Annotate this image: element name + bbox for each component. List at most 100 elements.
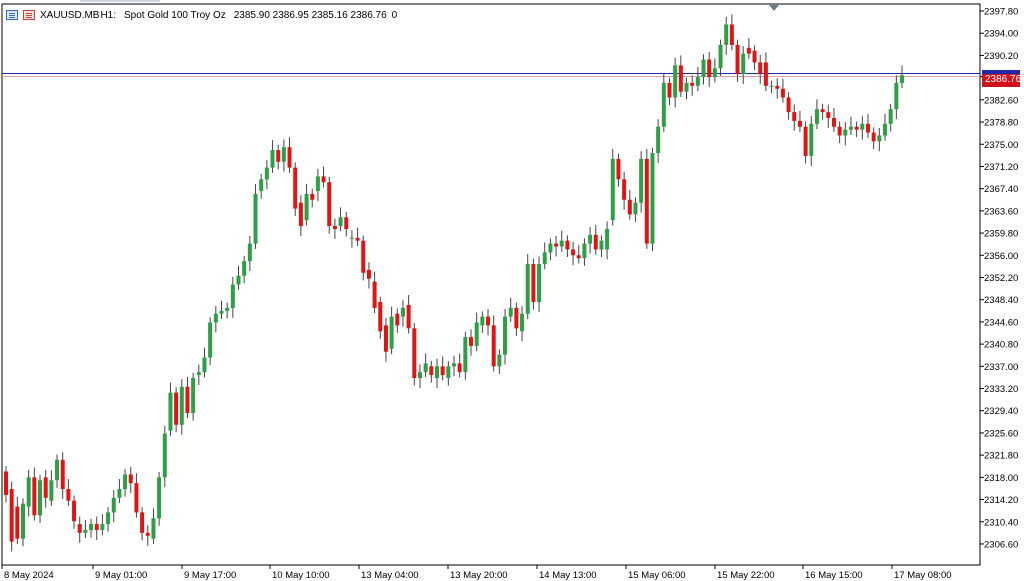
bull-candle — [497, 354, 502, 367]
bull-candle — [888, 109, 893, 124]
bull-candle — [55, 459, 60, 481]
y-tick-label: 2367.40 — [984, 184, 1018, 195]
depth-of-market-icon[interactable] — [23, 10, 35, 20]
bull-candle — [463, 337, 468, 373]
bull-candle — [225, 307, 230, 311]
bear-candle — [792, 112, 797, 121]
bull-candle — [400, 307, 405, 317]
bear-candle — [593, 234, 598, 250]
bull-candle — [695, 77, 700, 86]
y-tick-label: 2375.00 — [984, 140, 1018, 151]
bull-candle — [650, 153, 655, 244]
bull-candle — [259, 179, 264, 191]
bear-candle — [775, 85, 780, 89]
bull-candle — [83, 529, 88, 533]
chart-window-icon[interactable] — [6, 10, 18, 20]
bear-candle — [9, 489, 14, 542]
bear-candle — [128, 474, 133, 484]
bear-candle — [758, 62, 763, 75]
bull-candle — [151, 518, 156, 539]
ohlc-values: 2385.90 2386.95 2385.16 2386.76 — [233, 9, 387, 21]
bull-candle — [168, 392, 173, 431]
bear-candle — [361, 240, 366, 273]
bull-candle — [639, 158, 644, 203]
bull-candle — [877, 135, 882, 142]
y-tick-label: 2363.60 — [984, 206, 1018, 217]
bull-candle — [684, 82, 689, 92]
x-tick-label: 13 May 04:00 — [361, 570, 419, 581]
bear-candle — [644, 158, 649, 244]
bear-candle — [576, 255, 581, 259]
x-tick-label: 15 May 22:00 — [717, 570, 775, 581]
bull-candle — [247, 243, 252, 262]
bear-candle — [344, 217, 349, 229]
bear-candle — [469, 337, 474, 346]
bear-candle — [406, 304, 411, 329]
bull-candle — [712, 68, 717, 78]
bull-candle — [191, 378, 196, 414]
x-tick-label: 10 May 10:00 — [272, 570, 330, 581]
bull-candle — [253, 193, 258, 244]
bull-candle — [208, 322, 213, 358]
bull-candle — [610, 158, 615, 221]
bull-candle — [724, 24, 729, 45]
bear-candle — [15, 506, 20, 539]
bear-candle — [554, 243, 559, 247]
bull-candle — [242, 261, 247, 276]
bull-candle — [548, 243, 553, 253]
bull-candle — [537, 264, 542, 303]
y-tick-label: 2352.20 — [984, 273, 1018, 284]
y-tick-label: 2329.40 — [984, 406, 1018, 417]
bear-candle — [395, 313, 400, 326]
bull-candle — [230, 284, 235, 308]
bear-candle — [457, 363, 462, 373]
bull-candle — [656, 126, 661, 154]
bull-candle — [900, 75, 904, 83]
bear-candle — [735, 44, 740, 75]
bull-candle — [26, 477, 31, 507]
bear-candle — [94, 524, 99, 530]
bull-candle — [157, 477, 162, 519]
bull-candle — [49, 480, 54, 501]
bull-candle — [100, 524, 105, 530]
plot-frame — [1, 3, 981, 566]
bull-candle — [661, 82, 666, 127]
bear-candle — [383, 325, 388, 352]
bull-candle — [446, 366, 451, 378]
bull-candle — [582, 243, 587, 259]
bear-candle — [831, 117, 836, 127]
x-tick-label: 16 May 15:00 — [805, 570, 863, 581]
y-tick-label: 2340.80 — [984, 340, 1018, 351]
y-tick-label: 2378.80 — [984, 118, 1018, 129]
bear-candle — [4, 471, 8, 495]
bull-candle — [843, 129, 848, 136]
bull-candle — [894, 82, 899, 110]
bull-candle — [718, 44, 723, 69]
bull-candle — [89, 524, 94, 530]
bear-candle — [60, 459, 65, 490]
bear-candle — [293, 167, 298, 209]
bear-candle — [440, 366, 445, 376]
bull-candle — [848, 126, 853, 130]
chart-header: XAUUSD.MB H1: Spot Gold 100 Troy Oz 2385.… — [6, 8, 397, 22]
bear-candle — [412, 328, 417, 378]
y-tick-label: 2356.00 — [984, 251, 1018, 262]
bear-candle — [321, 176, 326, 183]
bear-candle — [145, 532, 150, 536]
bear-candle — [514, 307, 519, 329]
bull-candle — [123, 474, 128, 490]
bear-candle — [72, 500, 77, 522]
bull-candle — [423, 363, 428, 373]
bull-candle — [809, 123, 814, 156]
y-tick-label: 2314.20 — [984, 495, 1018, 506]
bear-candle — [531, 264, 536, 303]
bear-candle — [287, 147, 292, 168]
bear-candle — [729, 24, 734, 45]
y-tick-label: 2397.80 — [984, 7, 1018, 18]
bear-candle — [32, 477, 37, 516]
y-tick-label: 2321.80 — [984, 451, 1018, 462]
bear-candle — [77, 524, 82, 533]
bear-candle — [327, 182, 332, 227]
y-tick-label: 2390.20 — [984, 51, 1018, 62]
